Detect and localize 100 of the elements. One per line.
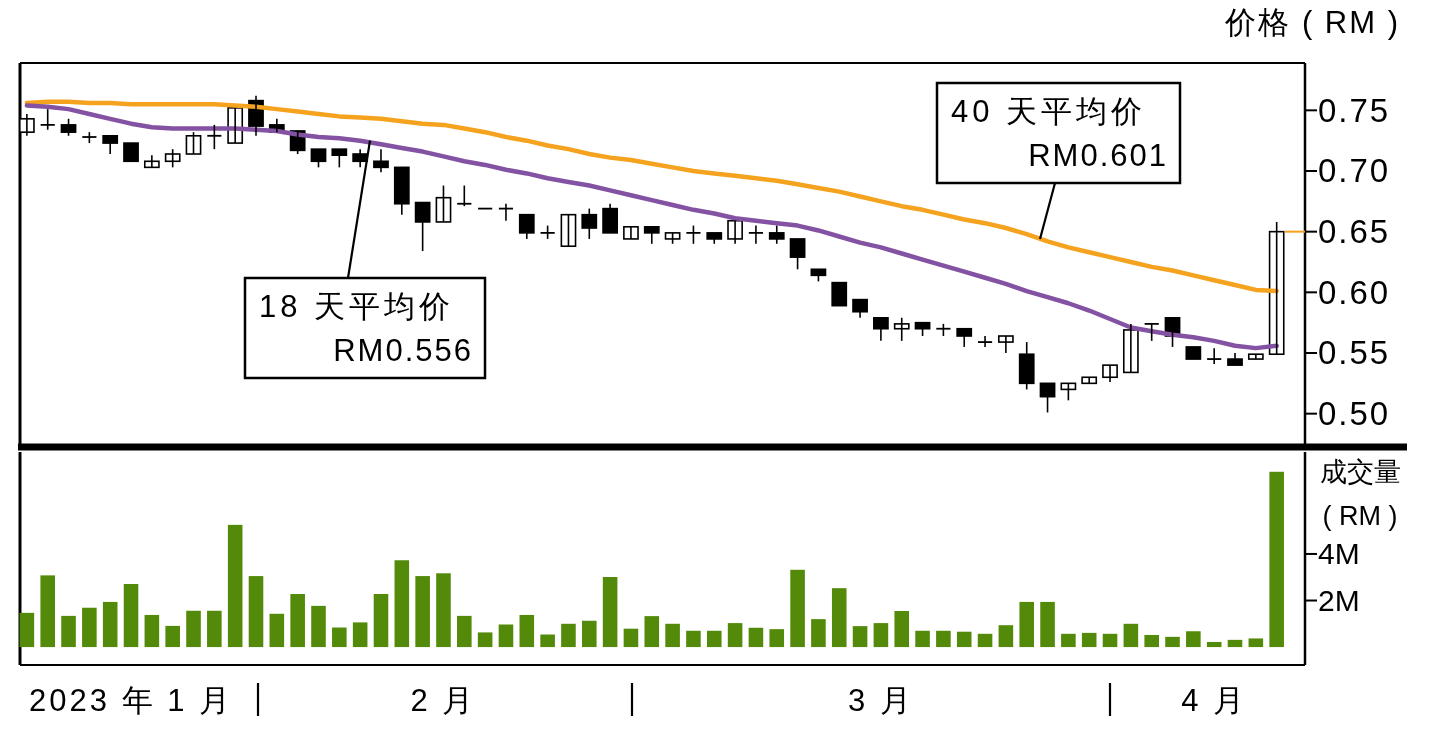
candlestick [998, 335, 1014, 354]
bar [956, 631, 972, 648]
bar [998, 625, 1014, 648]
candlestick [789, 238, 806, 271]
candlestick [164, 148, 181, 169]
line-series [24, 99, 1279, 294]
bar [19, 612, 35, 648]
bar [852, 626, 868, 648]
candlestick [310, 148, 327, 169]
bar [477, 632, 493, 648]
candlestick [956, 327, 973, 348]
candlestick [1227, 352, 1243, 366]
candlestick [518, 213, 535, 240]
bar [373, 594, 389, 648]
candlestick [602, 202, 618, 234]
bar [1227, 639, 1243, 648]
bar [1248, 638, 1264, 648]
candlestick [1102, 364, 1118, 383]
y-axis-title: 成交量 ( RM ) [1319, 457, 1401, 531]
candlestick [706, 232, 723, 245]
candlestick [893, 317, 910, 342]
bar [519, 614, 535, 648]
candlestick [643, 226, 660, 245]
annotation: 40 天平均价 RM0.601 [951, 93, 1168, 173]
bar [748, 627, 764, 648]
bar [123, 583, 139, 648]
bar [1186, 631, 1201, 648]
bar [498, 624, 514, 648]
bar [644, 616, 660, 648]
bar [436, 573, 451, 648]
bar [561, 623, 576, 648]
bar [352, 622, 368, 648]
bar [1165, 636, 1180, 648]
bar [61, 615, 76, 648]
candlestick [1081, 376, 1098, 385]
y-tick-label: 4M [1318, 537, 1360, 571]
candlestick [977, 335, 994, 348]
bar [706, 630, 722, 648]
bar [1123, 623, 1139, 648]
bar [1269, 471, 1284, 648]
bar [1144, 634, 1159, 648]
candlestick [560, 213, 577, 248]
annotation: 18 天平均价 RM0.556 [259, 288, 473, 368]
bar [915, 630, 930, 648]
candlestick [331, 148, 348, 169]
bar [1040, 601, 1055, 648]
bar [894, 610, 910, 648]
candlestick [623, 226, 639, 240]
x-tick-label: 2023 年 1 月 [29, 682, 234, 718]
candlestick [373, 148, 389, 173]
bar [82, 607, 97, 648]
candlestick [831, 281, 848, 307]
bar [165, 625, 180, 648]
bar [727, 623, 743, 648]
bar [540, 634, 555, 648]
candlestick [102, 135, 119, 155]
bar [1019, 601, 1034, 648]
bar [811, 619, 826, 648]
bar [790, 569, 805, 648]
bar [248, 576, 264, 648]
y-axis-title: 价格 ( RM ) [1224, 4, 1400, 40]
candlestick [581, 207, 598, 240]
y-tick-label: 0.75 [1318, 91, 1391, 129]
candlestick [435, 184, 452, 223]
bar [102, 601, 118, 648]
candlestick [768, 224, 785, 245]
candlestick [206, 124, 223, 150]
bar [227, 524, 243, 648]
bar [977, 633, 993, 648]
x-tick-label: 4 月 [1181, 682, 1248, 718]
x-tick-label: 3 月 [847, 682, 914, 718]
bar [415, 576, 430, 648]
candlestick [39, 108, 56, 131]
bar [1061, 633, 1076, 648]
x-tick-label: 2 月 [410, 682, 477, 718]
bar [207, 610, 222, 648]
bar [457, 615, 472, 648]
bar [1102, 633, 1118, 648]
y-tick-label: 0.60 [1318, 273, 1391, 311]
bar [394, 560, 410, 648]
bar [144, 614, 160, 648]
bar [290, 594, 305, 648]
y-tick-label: 0.55 [1318, 334, 1391, 372]
bar [665, 623, 680, 648]
candlestick [1268, 221, 1285, 356]
y-tick-label: 0.50 [1318, 395, 1391, 433]
candlestick [185, 131, 202, 155]
bar [623, 628, 639, 648]
candlestick [123, 142, 139, 163]
candlestick [1206, 347, 1223, 365]
bar [269, 613, 285, 648]
candlestick [873, 317, 889, 342]
bar [332, 627, 347, 648]
candlestick [852, 298, 868, 319]
bar [186, 610, 201, 648]
candlestick [1018, 341, 1035, 391]
bar [602, 577, 618, 648]
bar [769, 629, 785, 648]
candlestick [456, 184, 473, 207]
candlestick [1247, 353, 1264, 360]
